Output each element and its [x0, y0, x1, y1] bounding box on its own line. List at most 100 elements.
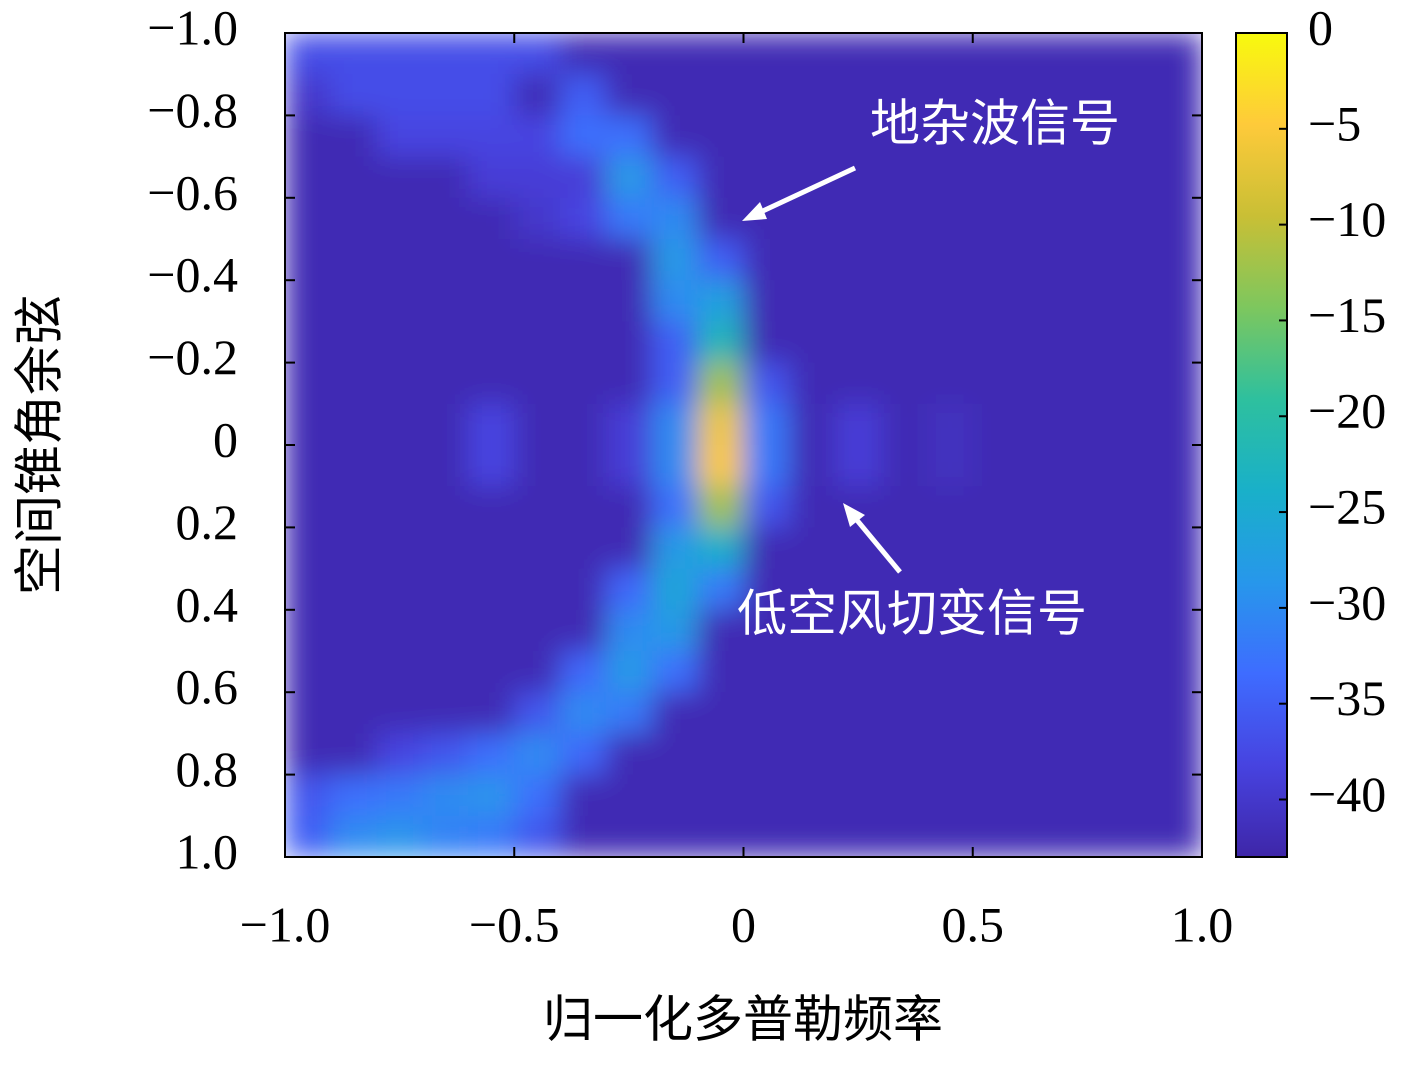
heat-cell	[651, 280, 699, 322]
x-tick-label: −1.0	[240, 896, 331, 952]
heat-cell	[743, 568, 790, 611]
heat-cell	[514, 280, 561, 322]
heat-cell	[1156, 280, 1202, 322]
heat-cell	[743, 74, 790, 116]
heat-cell	[514, 74, 561, 116]
heat-cell	[468, 527, 515, 570]
colorbar-tick-label: −40	[1308, 766, 1386, 822]
heat-cell	[835, 321, 882, 364]
heat-cell	[422, 568, 469, 611]
heat-cell	[697, 774, 744, 817]
heat-cell	[789, 280, 836, 322]
heat-cell	[376, 486, 424, 528]
heat-cell	[1110, 33, 1157, 75]
heat-cell	[881, 527, 928, 570]
heat-cell	[926, 733, 974, 776]
heat-cell	[285, 321, 332, 364]
heat-cell	[926, 445, 974, 487]
heat-cell	[514, 362, 561, 405]
heat-cell	[1064, 33, 1111, 75]
heat-cell	[1018, 403, 1065, 446]
heat-cell	[1018, 815, 1065, 857]
heat-cell	[285, 692, 332, 734]
heat-cell	[1156, 445, 1202, 487]
heat-cell	[789, 239, 836, 281]
heat-cell	[789, 609, 836, 652]
heat-cell	[1018, 445, 1065, 487]
heat-cell	[1110, 815, 1157, 857]
heat-cell	[881, 445, 928, 487]
heat-cell	[651, 609, 699, 652]
heat-cell	[697, 651, 744, 693]
heat-cell	[468, 445, 515, 487]
heat-cell	[651, 362, 699, 405]
heat-cell	[514, 445, 561, 487]
heat-cell	[743, 815, 790, 857]
heat-cell	[1064, 527, 1111, 570]
heat-cell	[422, 239, 469, 281]
heat-cell	[926, 774, 974, 817]
heat-cell	[789, 815, 836, 857]
heat-cell	[697, 692, 744, 734]
heat-cell	[285, 733, 332, 776]
heat-cell	[972, 568, 1020, 611]
heat-cell	[1156, 692, 1202, 734]
heat-cell	[972, 197, 1020, 240]
heat-cell	[285, 815, 332, 857]
heat-cell	[1018, 239, 1065, 281]
heat-cell	[1064, 239, 1111, 281]
heat-cell	[835, 197, 882, 240]
heat-cell	[789, 197, 836, 240]
heat-cell	[1110, 403, 1157, 446]
heat-cell	[514, 115, 561, 158]
heat-cell	[1156, 815, 1202, 857]
heat-cell	[789, 115, 836, 158]
heat-cell	[468, 74, 515, 116]
heat-cell	[376, 33, 424, 75]
heat-cell	[1018, 651, 1065, 693]
heat-cell	[605, 74, 653, 116]
heat-cell	[376, 527, 424, 570]
heat-cell	[605, 445, 653, 487]
heat-cell	[881, 609, 928, 652]
heat-cell	[789, 74, 836, 116]
heat-cell	[1110, 115, 1157, 158]
heat-cell	[1064, 733, 1111, 776]
heat-cell	[285, 445, 332, 487]
heat-cell	[514, 568, 561, 611]
x-tick-label: −0.5	[469, 896, 560, 952]
heat-cell	[1018, 280, 1065, 322]
heat-cell	[743, 115, 790, 158]
y-tick-label: 0.2	[176, 494, 239, 550]
heat-cell	[1064, 692, 1111, 734]
heat-cell	[881, 115, 928, 158]
heat-cell	[743, 651, 790, 693]
heat-cell	[514, 692, 561, 734]
heat-cell	[514, 239, 561, 281]
heat-cell	[651, 115, 699, 158]
heat-cell	[1156, 156, 1202, 199]
heat-cell	[468, 280, 515, 322]
arrow-head	[742, 202, 767, 221]
heat-cell	[1156, 651, 1202, 693]
heat-cell	[1110, 362, 1157, 405]
heat-cell	[330, 486, 378, 528]
colorbar-tick-label: −20	[1308, 383, 1386, 439]
heat-cell	[1156, 733, 1202, 776]
heat-cell	[697, 445, 744, 487]
heat-cell	[1110, 774, 1157, 817]
heat-cell	[697, 527, 744, 570]
heat-cell	[881, 239, 928, 281]
heat-cell	[926, 74, 974, 116]
heat-cell	[881, 733, 928, 776]
heat-cell	[651, 239, 699, 281]
annotation: 地杂波信号	[870, 95, 1120, 153]
heat-cell	[1018, 362, 1065, 405]
heat-cell	[422, 280, 469, 322]
heat-cell	[789, 692, 836, 734]
heat-cell	[330, 815, 378, 857]
heat-cell	[835, 445, 882, 487]
heat-cell	[285, 74, 332, 116]
heat-cell	[285, 115, 332, 158]
heat-cell	[422, 527, 469, 570]
